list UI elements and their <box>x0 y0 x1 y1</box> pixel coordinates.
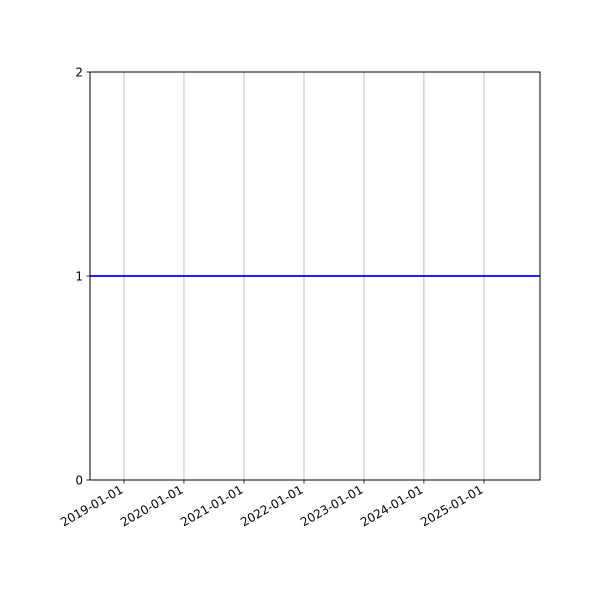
x-tick-label: 2025-01-01 <box>418 482 485 529</box>
y-axis: 0 1 2 <box>75 66 90 488</box>
y-tick-label: 2 <box>75 66 83 80</box>
y-tick-label: 0 <box>75 474 83 488</box>
y-tick-label: 1 <box>75 270 83 284</box>
x-tick-label: 2023-01-01 <box>298 482 365 529</box>
x-axis: 2019-01-012020-01-012021-01-012022-01-01… <box>58 480 485 529</box>
x-tick-label: 2021-01-01 <box>178 482 245 529</box>
x-tick-label: 2022-01-01 <box>238 482 305 529</box>
x-tick-label: 2024-01-01 <box>358 482 425 529</box>
x-tick-label: 2020-01-01 <box>118 482 185 529</box>
x-tick-label: 2019-01-01 <box>58 482 125 529</box>
